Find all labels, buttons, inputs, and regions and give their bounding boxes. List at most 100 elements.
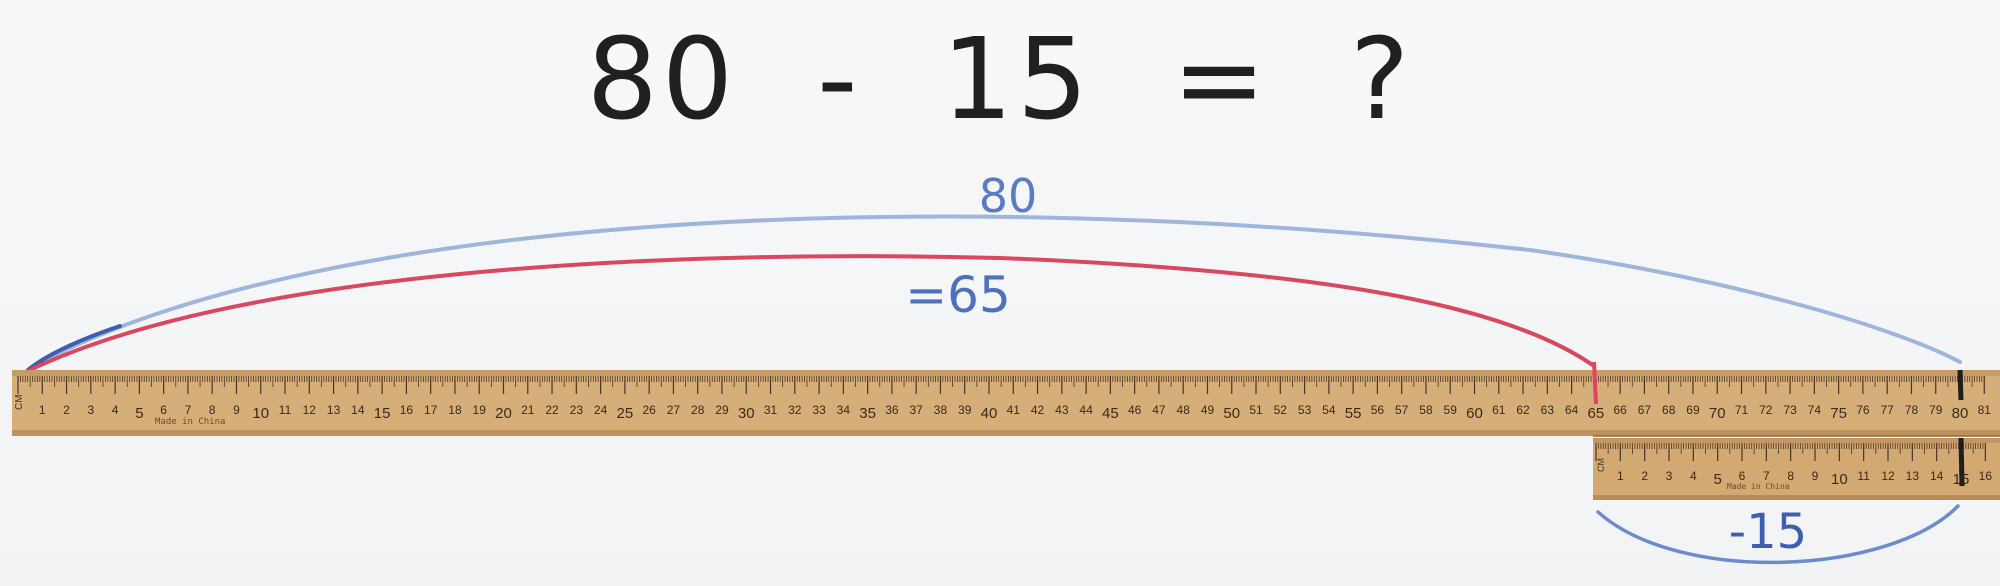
small-ruler-number: 12: [1881, 469, 1895, 483]
main-ruler: 1 2 3 4 5 6 7 8 9 10 11 12 13 14 15 16 17 18 19 20 21 22 23 24 2…: [12, 370, 2000, 436]
equation-minus-sign: -: [817, 15, 862, 145]
main-ruler-number: 52: [1274, 403, 1288, 417]
main-ruler-number: 61: [1492, 403, 1506, 417]
main-ruler-number: 74: [1808, 403, 1822, 417]
small-ruler-number: 9: [1812, 469, 1819, 483]
main-ruler-number: 14: [351, 403, 365, 417]
small-ruler-number: 10: [1831, 471, 1848, 488]
main-ruler-number: 58: [1419, 403, 1433, 417]
main-ruler-number: 38: [934, 403, 948, 417]
main-ruler-number: 63: [1541, 403, 1555, 417]
main-ruler-number: 18: [448, 403, 462, 417]
main-ruler-number: 42: [1031, 403, 1045, 417]
small-ruler-maker: Made in China: [1727, 482, 1790, 491]
mark-80-black: [1957, 369, 1964, 401]
main-ruler-number: 33: [812, 403, 826, 417]
main-ruler-number: 23: [570, 403, 584, 417]
main-ruler-number: 77: [1880, 403, 1894, 417]
small-ruler-bottom-edge: [1593, 495, 2000, 500]
main-ruler-number: 46: [1128, 403, 1142, 417]
main-ruler-number: 15: [374, 405, 391, 422]
total-80-arc-start: [26, 324, 122, 372]
small-ruler-number: 5: [1713, 471, 1721, 488]
main-ruler-number: 21: [521, 403, 535, 417]
result-label: =65: [905, 266, 1011, 324]
main-ruler-number: 76: [1856, 403, 1870, 417]
equation-question-mark: ?: [1349, 15, 1414, 145]
main-ruler-number: 22: [545, 403, 559, 417]
small-ruler-number: 16: [1979, 469, 1993, 483]
main-ruler-number: 34: [837, 403, 851, 417]
main-ruler-number: 49: [1201, 403, 1215, 417]
mark-15-black: [1958, 437, 1965, 487]
mark-65-red: [1592, 361, 1598, 405]
main-ruler-number: 17: [424, 403, 438, 417]
main-ruler-number: 50: [1223, 405, 1240, 422]
main-ruler-bottom-edge: [12, 430, 2000, 436]
main-ruler-number: 1: [39, 403, 46, 417]
small-ruler-number: 1: [1617, 469, 1624, 483]
main-ruler-number: 65: [1588, 405, 1605, 422]
main-ruler-number: 16: [400, 403, 414, 417]
small-ruler-number: 14: [1930, 469, 1944, 483]
main-ruler-number: 41: [1007, 403, 1021, 417]
main-ruler-number: 75: [1830, 405, 1847, 422]
main-ruler-edge: [12, 370, 2000, 376]
equation: 80 - 15 = ?: [0, 0, 2000, 160]
main-ruler-number: 7: [185, 403, 192, 417]
equation-equals-sign: =: [1172, 15, 1270, 145]
main-ruler-number: 28: [691, 403, 705, 417]
main-ruler-number: 9: [233, 403, 240, 417]
main-ruler-number: 24: [594, 403, 608, 417]
small-ruler-edge: [1593, 438, 2000, 443]
main-ruler-number: 44: [1079, 403, 1093, 417]
small-ruler-number: 7: [1763, 469, 1770, 483]
main-ruler-number: 66: [1613, 403, 1627, 417]
main-ruler-number: 10: [252, 405, 269, 422]
main-ruler-unit: CM: [14, 394, 25, 410]
main-ruler-number: 27: [667, 403, 681, 417]
main-ruler-number: 67: [1638, 403, 1652, 417]
main-ruler-number: 53: [1298, 403, 1312, 417]
main-ruler-number: 79: [1929, 403, 1943, 417]
main-ruler-number: 32: [788, 403, 802, 417]
main-ruler-number: 81: [1978, 403, 1992, 417]
small-ruler-number: 8: [1787, 469, 1794, 483]
main-ruler-number: 19: [473, 403, 487, 417]
main-ruler-number: 60: [1466, 405, 1483, 422]
main-ruler-number: 43: [1055, 403, 1069, 417]
small-ruler-number: 11: [1857, 469, 1870, 483]
main-ruler-number: 68: [1662, 403, 1676, 417]
main-ruler-number: 8: [209, 403, 216, 417]
main-ruler-number: 69: [1686, 403, 1700, 417]
main-ruler-number: 36: [885, 403, 899, 417]
main-ruler-number: 4: [112, 403, 119, 417]
main-ruler-number: 71: [1735, 403, 1749, 417]
main-ruler-number: 48: [1177, 403, 1191, 417]
main-ruler-number: 80: [1952, 405, 1969, 422]
main-ruler-number: 73: [1783, 403, 1797, 417]
small-ruler-number: 13: [1906, 469, 1920, 483]
result-65-arc: [28, 254, 1596, 372]
main-ruler-number: 31: [764, 403, 778, 417]
main-ruler-number: 25: [617, 405, 634, 422]
main-ruler-number: 51: [1249, 403, 1263, 417]
main-ruler-number: 29: [715, 403, 729, 417]
main-ruler-number: 39: [958, 403, 972, 417]
main-ruler-number: 56: [1371, 403, 1385, 417]
main-ruler-number: 30: [738, 405, 755, 422]
main-ruler-number: 72: [1759, 403, 1773, 417]
main-ruler-number: 12: [303, 403, 317, 417]
total-80-arc: [28, 214, 1962, 370]
small-ruler-unit: CM: [1596, 458, 1606, 472]
main-ruler-number: 57: [1395, 403, 1409, 417]
small-ruler-number: 4: [1690, 469, 1697, 483]
main-ruler-number: 62: [1516, 403, 1530, 417]
main-ruler-number: 59: [1444, 403, 1458, 417]
main-ruler-maker: Made in China: [155, 417, 225, 427]
subtract-label: -15: [1729, 504, 1807, 560]
small-ruler-number: 3: [1666, 469, 1673, 483]
main-ruler-number: 47: [1152, 403, 1166, 417]
